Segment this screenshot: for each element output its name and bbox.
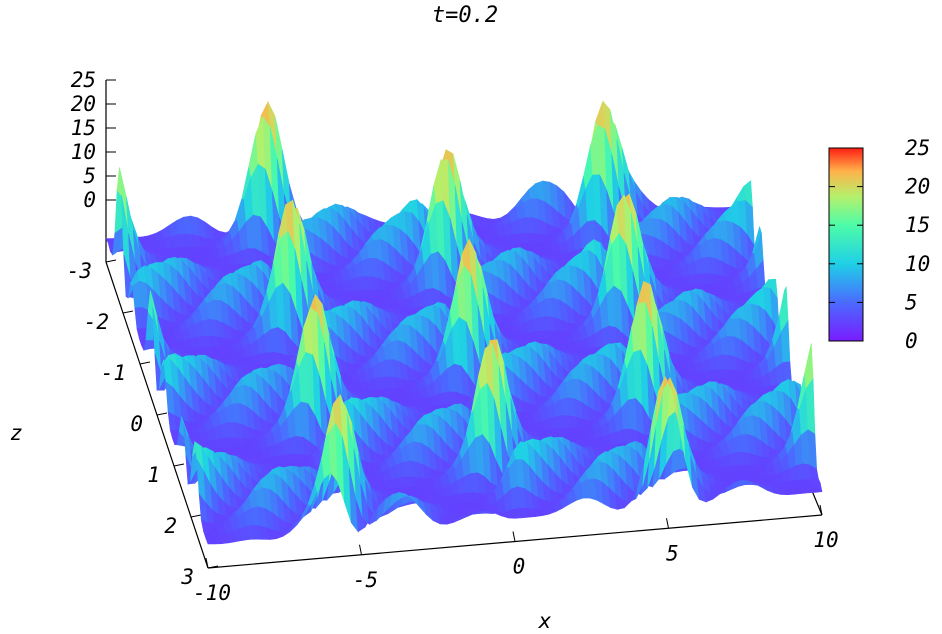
z-tick-label: 20 (71, 92, 96, 116)
x-axis: -10 -5 0 5 10 x (193, 451, 839, 633)
colorbar-tick-label: 5 (905, 290, 918, 314)
x-tick-label: -10 (193, 581, 231, 605)
colorbar-tick-label: 25 (905, 136, 930, 160)
z-tick-label: 15 (71, 116, 96, 140)
depth-tick-mark (173, 463, 185, 467)
colorbar-tick-label: 20 (905, 175, 930, 199)
depth-tick-label: 0 (130, 412, 143, 436)
depth-axis-label: z (10, 421, 23, 445)
depth-tick-mark (122, 310, 134, 314)
depth-tick-label: -1 (101, 361, 126, 385)
z-tick-label: 0 (83, 188, 96, 212)
surface-facet (710, 493, 720, 500)
colorbar-tick-label: 10 (905, 252, 930, 276)
z-tick-label: 25 (71, 68, 96, 92)
depth-tick-label: 2 (164, 514, 177, 538)
colorbar-tick-label: 15 (905, 213, 930, 237)
z-tick-label: 5 (83, 164, 96, 188)
x-tick-label: -5 (353, 568, 378, 592)
x-tick-mark (359, 544, 362, 555)
depth-axis: -3 -2 -1 0 1 2 3 z (10, 259, 219, 589)
x-axis-label: x (538, 609, 552, 633)
depth-tick-label: -3 (67, 259, 92, 283)
depth-tick-label: -2 (84, 310, 109, 334)
x-tick-mark (512, 531, 516, 542)
colorbar-gradient (828, 147, 864, 342)
surface-mesh (105, 100, 823, 545)
x-tick-label: 0 (513, 555, 526, 579)
chart-title: t=0.2 (432, 3, 498, 28)
depth-tick-mark (190, 514, 202, 518)
depth-tick-mark (156, 412, 168, 416)
x-tick-label: 10 (813, 528, 838, 552)
depth-tick-label: 1 (147, 463, 160, 487)
depth-tick-mark (139, 361, 151, 365)
x-tick-mark (666, 518, 669, 529)
depth-tick-label: 3 (180, 565, 194, 589)
surface-facet (813, 482, 823, 493)
depth-tick-mark (105, 259, 117, 263)
z-tick-label: 10 (71, 140, 96, 164)
x-tick-mark (819, 504, 823, 516)
colorbar: 0 5 10 15 20 25 (828, 136, 930, 353)
colorbar-tick-label: 0 (905, 329, 918, 353)
x-tick-mark (205, 557, 209, 569)
x-tick-label: 5 (666, 541, 679, 565)
